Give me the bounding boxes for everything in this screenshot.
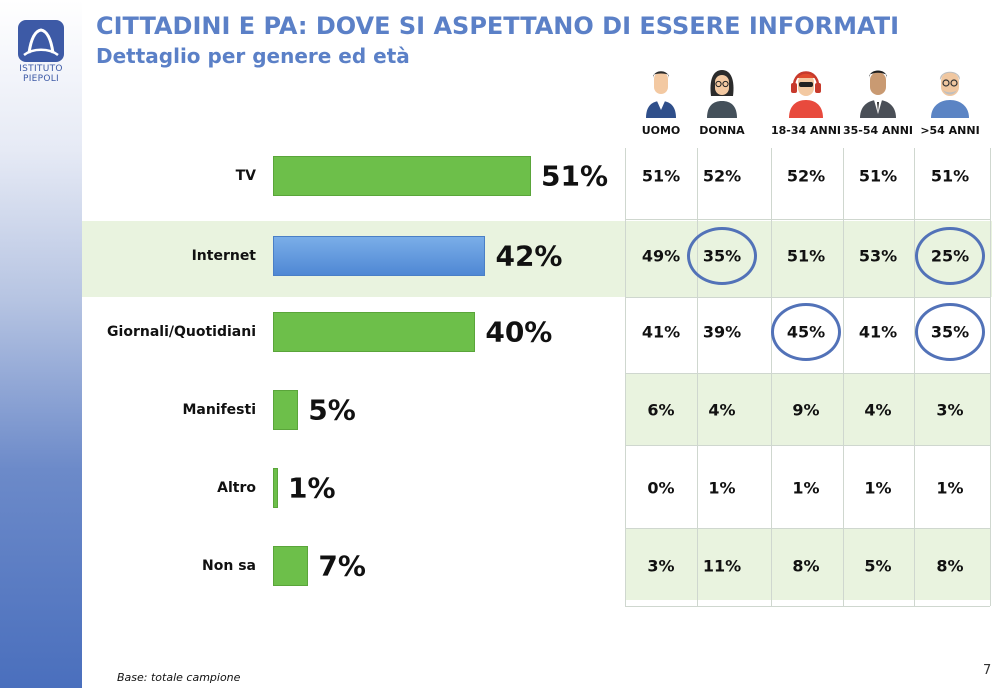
table-cell-r1-c0: 49% (641, 246, 681, 266)
table-cell-r3-c0: 6% (647, 400, 675, 420)
table-cell-r4-c2: 1% (792, 478, 820, 498)
table-cell-r2-c0: 41% (641, 322, 681, 342)
logo-text-line1: ISTITUTO (19, 64, 63, 74)
logo-mark-icon (18, 20, 64, 62)
col-header-over-54: >54 ANNI (920, 124, 980, 137)
senior-man-icon (929, 66, 971, 122)
page-number: 7 (983, 663, 992, 678)
table-cell-r4-c3: 1% (864, 478, 892, 498)
table-cell-r1-c1: 35% (702, 246, 742, 266)
table-cell-r0-c0: 51% (641, 166, 681, 186)
value-label-giornali-quotidiani: 40% (485, 315, 553, 349)
table-horizontal-line (625, 219, 990, 220)
table-cell-r0-c2: 52% (786, 166, 826, 186)
table-cell-r5-c2: 8% (792, 556, 820, 576)
value-label-altro: 1% (288, 471, 336, 505)
highlight-circle (915, 227, 985, 285)
category-label-tv: TV (235, 168, 256, 184)
col-header-donna: DONNA (699, 124, 745, 137)
table-horizontal-line (625, 606, 990, 607)
table-band-non-sa (625, 528, 990, 600)
table-cell-r0-c4: 51% (930, 166, 970, 186)
footnote: Base: totale campione (117, 671, 241, 684)
highlight-band-internet (82, 221, 992, 297)
bar-internet (273, 236, 486, 276)
highlight-circle (915, 303, 985, 361)
table-horizontal-line (625, 297, 990, 298)
table-cell-r3-c2: 9% (792, 400, 820, 420)
table-cell-r1-c2: 51% (786, 246, 826, 266)
businessman-icon (858, 66, 898, 122)
young-person-headphones-icon (786, 66, 826, 122)
bar-tv (273, 156, 531, 196)
table-cell-r1-c4: 25% (930, 246, 970, 266)
table-horizontal-line (625, 528, 990, 529)
table-cell-r2-c4: 35% (930, 322, 970, 342)
value-label-internet: 42% (495, 239, 563, 273)
table-vertical-line (843, 148, 844, 606)
bar-altro (273, 468, 279, 508)
col-header-uomo: UOMO (641, 124, 681, 137)
table-horizontal-line (625, 445, 990, 446)
table-horizontal-line (625, 373, 990, 374)
category-label-giornali-quotidiani: Giornali/Quotidiani (107, 324, 256, 340)
table-band-manifesti (625, 373, 990, 445)
table-cell-r2-c2: 45% (786, 322, 826, 342)
category-label-internet: Internet (191, 248, 256, 264)
table-vertical-line (914, 148, 915, 606)
table-cell-r4-c4: 1% (936, 478, 964, 498)
category-label-manifesti: Manifesti (182, 402, 256, 418)
table-cell-r4-c0: 0% (647, 478, 675, 498)
table-vertical-line (990, 148, 991, 606)
highlight-circle (687, 227, 757, 285)
value-label-manifesti: 5% (308, 393, 356, 427)
table-vertical-line (771, 148, 772, 606)
table-cell-r0-c1: 52% (702, 166, 742, 186)
col-header-18-34: 18-34 ANNI (770, 124, 842, 137)
man-icon (643, 66, 679, 122)
col-header-35-54: 35-54 ANNI (842, 124, 914, 137)
table-cell-r2-c1: 39% (702, 322, 742, 342)
category-label-altro: Altro (217, 480, 256, 496)
bar-non-sa (273, 546, 309, 586)
category-label-non-sa: Non sa (202, 558, 256, 574)
table-vertical-line (697, 148, 698, 606)
highlight-circle (771, 303, 841, 361)
slide-subtitle: Dettaglio per genere ed età (96, 44, 410, 68)
value-label-non-sa: 7% (318, 549, 366, 583)
table-cell-r4-c1: 1% (708, 478, 736, 498)
table-cell-r5-c0: 3% (647, 556, 675, 576)
table-cell-r3-c3: 4% (864, 400, 892, 420)
table-cell-r2-c3: 41% (858, 322, 898, 342)
table-cell-r5-c3: 5% (864, 556, 892, 576)
table-cell-r0-c3: 51% (858, 166, 898, 186)
table-vertical-line (625, 148, 626, 606)
table-cell-r5-c1: 11% (702, 556, 742, 576)
table-cell-r3-c1: 4% (708, 400, 736, 420)
bar-giornali-quotidiani (273, 312, 476, 352)
logo-text-line2: PIEPOLI (22, 74, 60, 84)
slide-title: CITTADINI E PA: DOVE SI ASPETTANO DI ESS… (96, 12, 900, 40)
table-cell-r5-c4: 8% (936, 556, 964, 576)
sidebar-gradient: ISTITUTO PIEPOLI (0, 0, 82, 688)
bar-manifesti (273, 390, 299, 430)
istituto-piepoli-logo: ISTITUTO PIEPOLI (16, 18, 66, 84)
value-label-tv: 51% (541, 159, 609, 193)
woman-icon (704, 66, 740, 122)
table-cell-r3-c4: 3% (936, 400, 964, 420)
table-cell-r1-c3: 53% (858, 246, 898, 266)
